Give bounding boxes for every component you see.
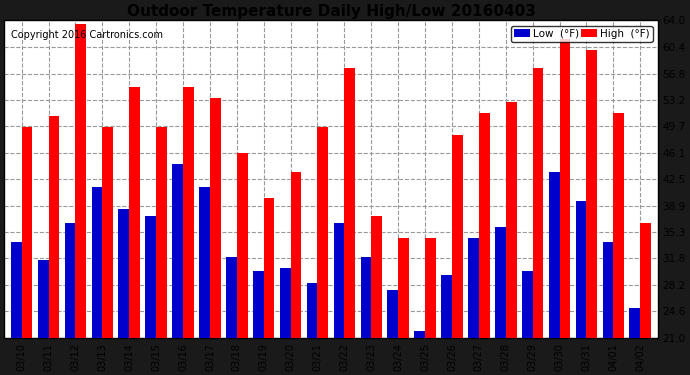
Bar xyxy=(65,224,75,338)
Bar xyxy=(290,172,302,338)
Bar xyxy=(183,87,194,338)
Bar xyxy=(629,308,640,338)
Bar xyxy=(414,331,425,338)
Title: Outdoor Temperature Daily High/Low 20160403: Outdoor Temperature Daily High/Low 20160… xyxy=(126,4,535,19)
Bar xyxy=(361,257,371,338)
Bar xyxy=(506,102,517,338)
Bar xyxy=(11,242,21,338)
Bar xyxy=(441,275,452,338)
Bar xyxy=(21,128,32,338)
Bar xyxy=(38,260,48,338)
Bar xyxy=(307,283,317,338)
Bar xyxy=(317,128,328,338)
Bar xyxy=(119,209,129,338)
Text: Copyright 2016 Cartronics.com: Copyright 2016 Cartronics.com xyxy=(11,30,163,40)
Bar xyxy=(495,227,506,338)
Bar xyxy=(226,257,237,338)
Bar xyxy=(129,87,140,338)
Bar xyxy=(575,201,586,338)
Bar xyxy=(640,224,651,338)
Bar xyxy=(468,238,479,338)
Bar xyxy=(264,198,275,338)
Bar xyxy=(398,238,409,338)
Bar xyxy=(75,24,86,338)
Bar xyxy=(280,268,290,338)
Bar xyxy=(602,242,613,338)
Bar xyxy=(479,112,490,338)
Bar xyxy=(210,98,221,338)
Bar xyxy=(452,135,463,338)
Bar xyxy=(48,116,59,338)
Bar xyxy=(156,128,167,338)
Bar xyxy=(146,216,156,338)
Bar xyxy=(199,186,210,338)
Bar xyxy=(237,153,248,338)
Bar xyxy=(92,186,102,338)
Bar xyxy=(334,224,344,338)
Bar xyxy=(522,272,533,338)
Bar xyxy=(102,128,113,338)
Bar xyxy=(533,68,544,338)
Bar xyxy=(586,50,598,338)
Bar xyxy=(172,164,183,338)
Bar xyxy=(387,290,398,338)
Bar xyxy=(425,238,436,338)
Bar xyxy=(549,172,560,338)
Bar xyxy=(613,112,624,338)
Bar xyxy=(344,68,355,338)
Bar xyxy=(253,272,264,338)
Legend: Low  (°F), High  (°F): Low (°F), High (°F) xyxy=(511,26,653,42)
Bar xyxy=(560,39,571,338)
Bar xyxy=(371,216,382,338)
